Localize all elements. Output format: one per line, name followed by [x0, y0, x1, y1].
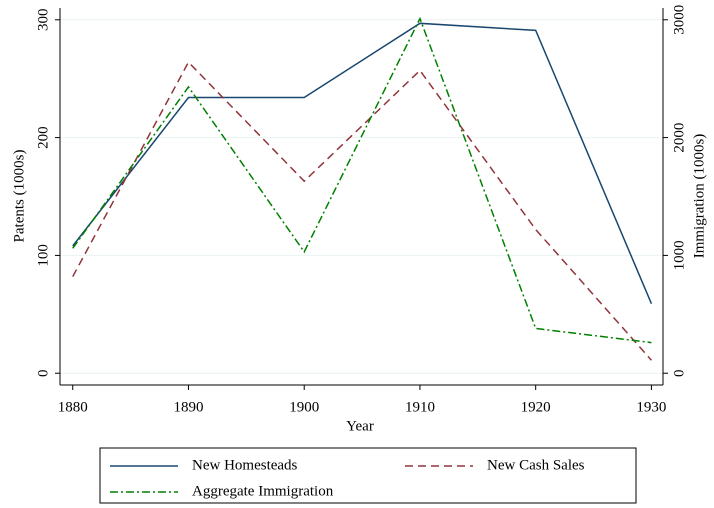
legend-box [99, 447, 637, 504]
x-tick-label: 1930 [636, 399, 666, 415]
y2-tick-label: 1000 [671, 240, 687, 270]
legend-label: Aggregate Immigration [192, 483, 334, 499]
y2-axis-label: Immigration (1000s) [691, 134, 707, 259]
x-tick-label: 1900 [289, 399, 319, 415]
series-line [72, 22, 653, 305]
y-tick-label: 300 [35, 9, 51, 32]
x-tick-label: 1920 [521, 399, 551, 415]
legend-label: New Cash Sales [487, 457, 585, 473]
series-line [72, 16, 652, 344]
y-tick-label: 200 [35, 126, 51, 149]
y2-tick-label: 3000 [671, 5, 687, 35]
y-tick-label: 0 [35, 369, 51, 377]
x-tick-label: 1880 [58, 399, 88, 415]
series-line [72, 60, 652, 361]
y2-tick-label: 0 [671, 369, 687, 377]
legend-label: New Homesteads [192, 457, 298, 473]
x-axis-label: Year [346, 418, 374, 434]
y2-tick-label: 2000 [671, 123, 687, 153]
y-axis-label: Patents (1000s) [11, 150, 27, 243]
y-tick-label: 100 [35, 244, 51, 267]
x-tick-label: 1910 [405, 399, 435, 415]
x-tick-label: 1890 [173, 399, 203, 415]
